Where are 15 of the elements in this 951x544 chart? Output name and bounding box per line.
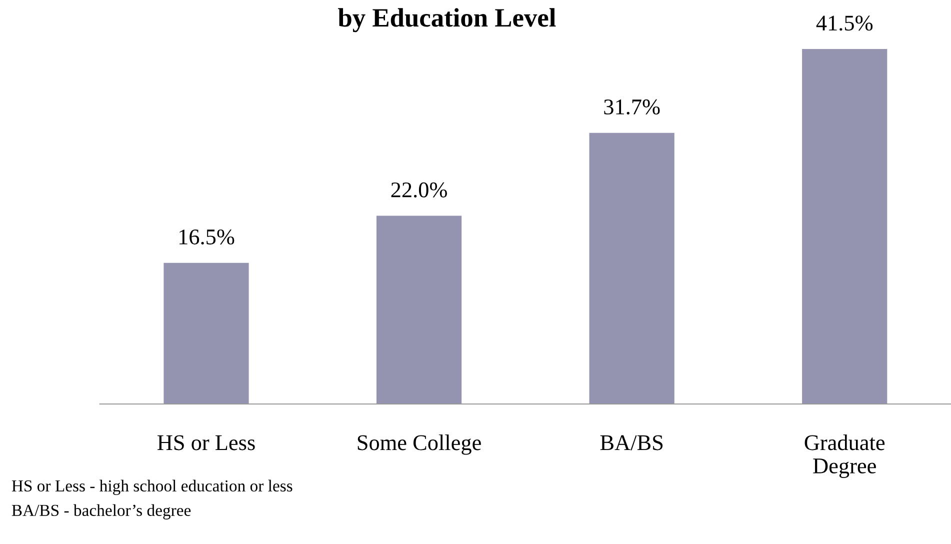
- text: BA/BS - bachelor’s degree: [12, 504, 191, 520]
- bar: [802, 49, 888, 404]
- bar: [164, 262, 249, 404]
- bar: [376, 216, 462, 404]
- x-tick-label: Graduate Degree: [804, 434, 885, 478]
- data-label: 41.5%: [816, 16, 873, 31]
- chart-title: by Education Level: [338, 8, 556, 32]
- x-tick-label: BA/BS: [600, 435, 663, 450]
- x-tick-label: Some College: [358, 434, 481, 455]
- bar: [589, 132, 674, 404]
- text: HS or Less - high school education or less: [12, 480, 292, 495]
- data-label: 16.5%: [180, 229, 234, 245]
- data-label: 31.7%: [604, 99, 660, 115]
- data-label: 22.0%: [391, 182, 447, 198]
- x-tick-label: HS or Less: [158, 435, 255, 450]
